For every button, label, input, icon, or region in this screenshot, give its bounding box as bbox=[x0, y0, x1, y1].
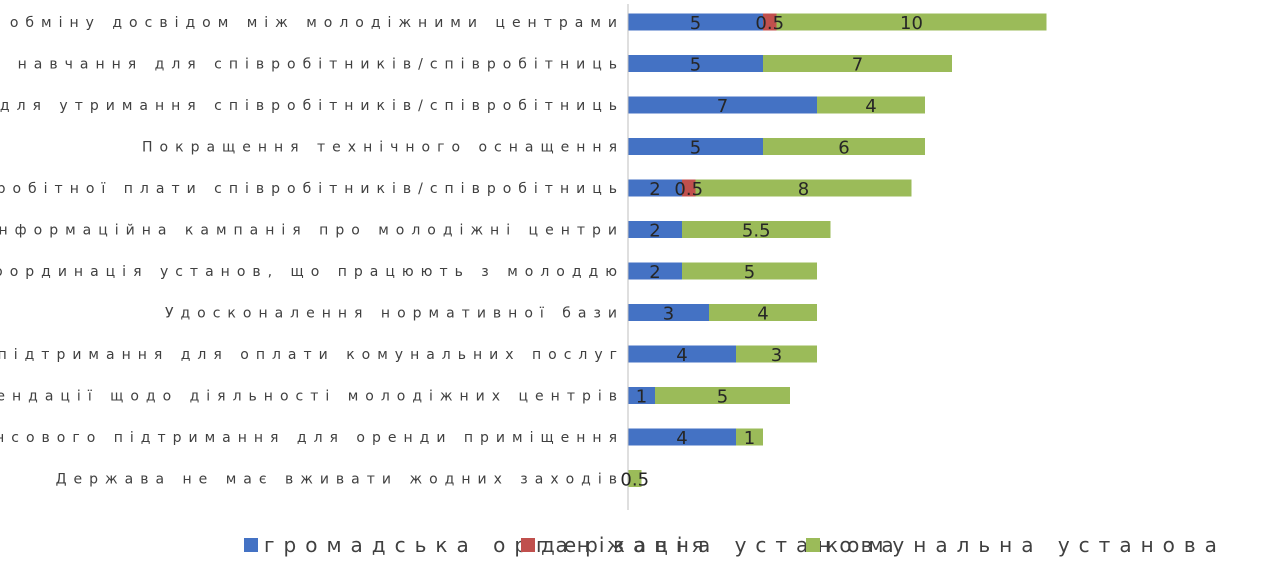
data-label: 2 bbox=[649, 221, 660, 242]
data-label: 4 bbox=[757, 304, 768, 325]
bar-segment bbox=[628, 345, 736, 363]
data-label: 7 bbox=[852, 55, 863, 76]
legend-swatch bbox=[806, 538, 820, 552]
bar-segment bbox=[628, 55, 763, 72]
bar-segment bbox=[682, 179, 696, 197]
data-label: 0.5 bbox=[674, 179, 703, 200]
bar-segment bbox=[763, 138, 925, 155]
category-label: Інформаційна кампанія про молодіжні цент… bbox=[0, 223, 624, 239]
category-label: Система навчання для співробітників/спів… bbox=[0, 57, 624, 73]
data-label: 5 bbox=[717, 387, 728, 408]
category-label: Удосконалення нормативної бази bbox=[165, 306, 624, 322]
data-label: 4 bbox=[676, 345, 687, 366]
data-label: 5 bbox=[690, 55, 701, 76]
bar-segment bbox=[655, 387, 790, 404]
category-label: Покращення технічного оснащення bbox=[142, 140, 624, 156]
data-label: 2 bbox=[649, 262, 660, 283]
bar-segment bbox=[776, 13, 1047, 31]
bar-segment bbox=[628, 179, 682, 197]
bar-segment bbox=[628, 13, 763, 31]
data-label: 5 bbox=[744, 262, 755, 283]
bar-segment bbox=[628, 304, 709, 321]
data-label: 0.5 bbox=[620, 470, 649, 491]
data-label: 6 bbox=[838, 138, 849, 159]
bar-segment bbox=[628, 96, 817, 114]
legend-swatch bbox=[521, 538, 535, 552]
data-label: 0.5 bbox=[755, 13, 784, 34]
bars-group bbox=[628, 13, 1047, 487]
bar-segment bbox=[628, 470, 642, 487]
data-label: 8 bbox=[798, 179, 809, 200]
bar-segment bbox=[736, 428, 763, 446]
bar-segment bbox=[628, 221, 682, 238]
bar-segment bbox=[763, 55, 952, 72]
category-labels-group: Стимулювання обміну досвідом між молодіж… bbox=[0, 15, 624, 488]
category-label: Надання фінансового підтримання для опла… bbox=[0, 347, 624, 363]
value-labels-group: 5 0.5 105 77 45 62 0.5 82 5.52 53 44 31 54 10.5 bbox=[620, 13, 923, 491]
bar-segment bbox=[682, 262, 817, 280]
data-label: 5.5 bbox=[742, 221, 771, 242]
category-label: Держава не має вживати жодних заходів bbox=[56, 472, 624, 488]
data-label: 2 bbox=[649, 179, 660, 200]
bar-segment bbox=[682, 221, 831, 238]
bar-segment bbox=[736, 345, 817, 363]
category-label: Підвищення заробітної плати співробітник… bbox=[0, 181, 624, 197]
bar-segment bbox=[628, 428, 736, 446]
data-label: 3 bbox=[771, 345, 782, 366]
bar-segment bbox=[628, 262, 682, 280]
bar-segment bbox=[628, 138, 763, 155]
legend-swatch bbox=[244, 538, 258, 552]
category-label: Надання фінансового підтримання для орен… bbox=[0, 430, 624, 446]
bar-segment bbox=[763, 13, 777, 31]
data-label: 4 bbox=[865, 96, 876, 117]
data-label: 4 bbox=[676, 428, 687, 449]
data-label: 5 bbox=[690, 138, 701, 159]
data-label: 5 bbox=[690, 13, 701, 34]
bar-segment bbox=[628, 387, 655, 404]
legend-label: державна установа bbox=[541, 533, 903, 557]
data-label: 1 bbox=[744, 428, 755, 449]
bar-segment bbox=[695, 179, 912, 197]
data-label: 1 bbox=[636, 387, 647, 408]
category-label: Надання рекомендації щодо діяльності мол… bbox=[0, 389, 624, 405]
category-label: Надання фінансової допомоги для утриманн… bbox=[0, 98, 624, 114]
bar-segment bbox=[709, 304, 817, 321]
legend-label: комунальна установа bbox=[826, 533, 1226, 557]
data-label: 7 bbox=[717, 96, 728, 117]
category-label: Координація установ, що працюють з молод… bbox=[0, 264, 624, 280]
category-label: Стимулювання обміну досвідом між молодіж… bbox=[0, 15, 624, 31]
data-label: 10 bbox=[900, 13, 923, 34]
data-label: 3 bbox=[663, 304, 674, 325]
bar-segment bbox=[817, 96, 925, 114]
legend-label: громадська організація bbox=[264, 533, 713, 557]
